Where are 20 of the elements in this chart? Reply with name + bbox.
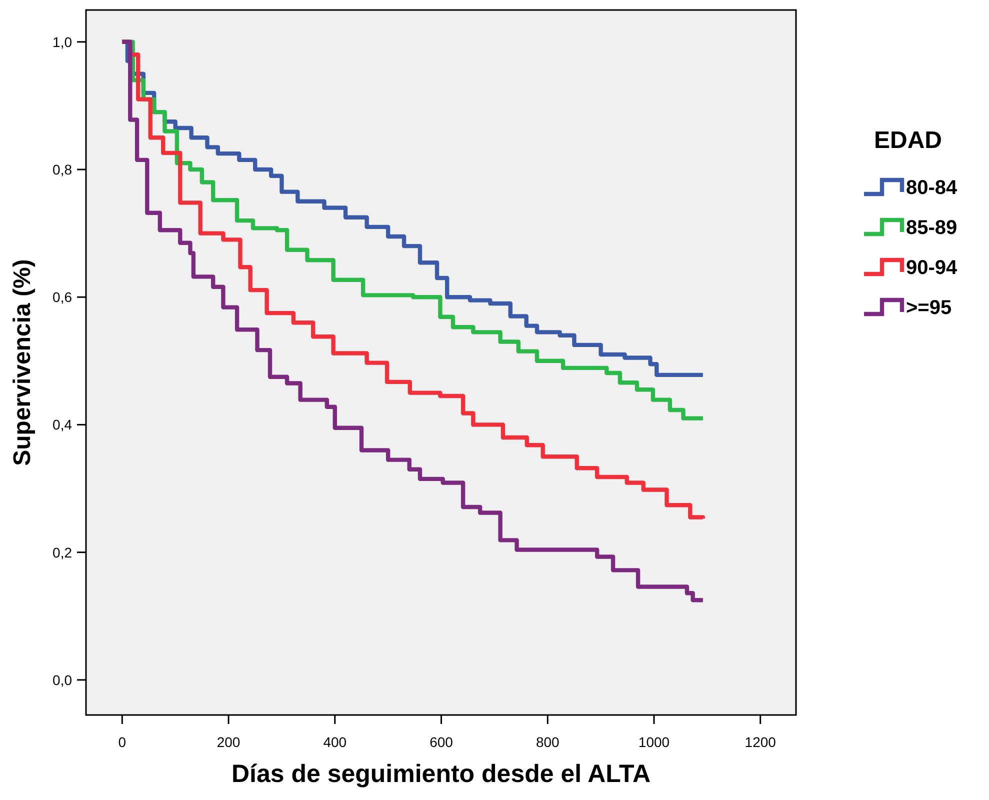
y-tick-label: 0,8	[52, 162, 72, 178]
legend-label: 90-94	[906, 257, 958, 279]
y-tick-label: 0,6	[52, 289, 72, 306]
legend-title: EDAD	[874, 127, 942, 154]
x-tick-label: 800	[536, 734, 560, 750]
x-tick-label: 200	[216, 734, 240, 750]
x-tick-label: 400	[323, 734, 347, 750]
legend-label: 80-84	[906, 177, 958, 199]
legend-label: 85-89	[906, 217, 958, 239]
legend-label: >=95	[906, 297, 952, 319]
x-tick-label: 1000	[638, 734, 670, 750]
y-axis-title: Supervivencia (%)	[9, 259, 36, 466]
x-tick-label: 600	[430, 734, 454, 750]
x-tick-label: 1200	[744, 734, 776, 750]
y-tick-label: 0,0	[52, 672, 72, 688]
x-axis-title: Días de seguimiento desde el ALTA	[231, 760, 651, 788]
y-tick-label: 0,2	[52, 544, 72, 560]
y-tick-label: 1,0	[52, 34, 72, 50]
x-tick-label: 0	[118, 734, 126, 750]
y-tick-label: 0,4	[52, 416, 72, 433]
